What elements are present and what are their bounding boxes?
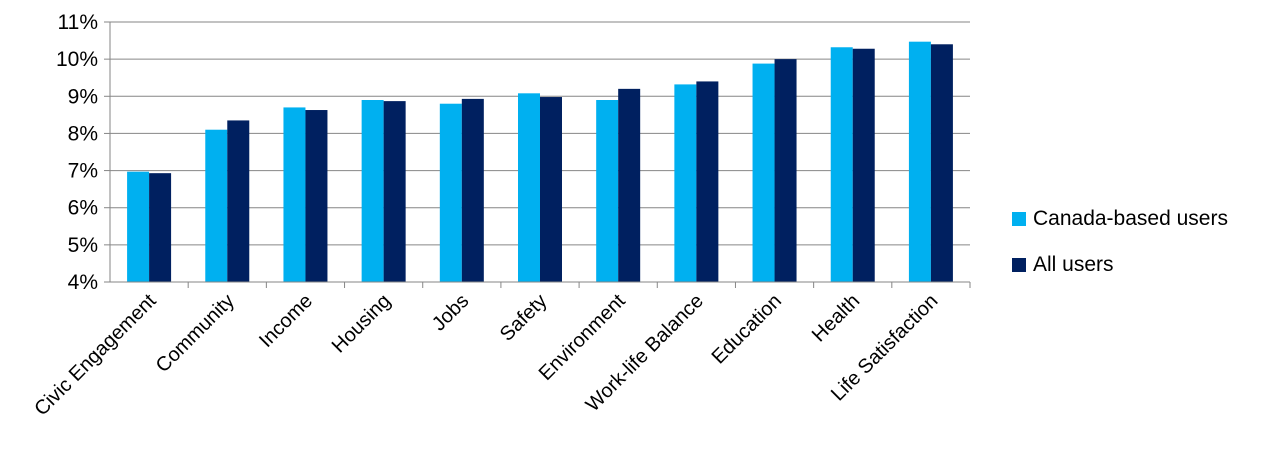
- legend-label-all: All users: [1033, 253, 1114, 276]
- bar-all: [540, 97, 562, 283]
- bar-all: [930, 44, 953, 283]
- bar-canada: [205, 129, 228, 282]
- y-tick-label: 7%: [68, 160, 98, 183]
- bar-all: [696, 81, 719, 282]
- bar-canada: [361, 100, 384, 282]
- bar-all: [305, 110, 328, 283]
- legend-item-all: All users: [1012, 242, 1228, 288]
- legend-item-canada: Canada-based users: [1012, 196, 1228, 242]
- y-tick-label: 11%: [58, 11, 98, 34]
- bar-all: [618, 88, 641, 282]
- y-axis-ticks: 4% 5% 6% 7% 8% 9% 10% 11%: [56, 11, 98, 294]
- bar-all: [774, 59, 797, 283]
- bar-canada: [596, 100, 619, 282]
- x-tick-label: Education: [708, 290, 786, 368]
- legend-label-canada: Canada-based users: [1033, 207, 1228, 230]
- bar-canada: [127, 171, 150, 282]
- y-tick-label: 6%: [68, 197, 98, 220]
- x-tick-label: Housing: [328, 290, 395, 357]
- y-tick-label: 10%: [56, 48, 98, 71]
- bar-all: [149, 173, 172, 282]
- bar-all: [461, 98, 484, 282]
- y-tick-label: 9%: [68, 85, 98, 108]
- bars: [127, 41, 953, 283]
- x-tick-label: Safety: [496, 290, 552, 346]
- legend-swatch-canada: [1012, 212, 1026, 226]
- bar-all: [852, 48, 875, 282]
- y-tick-label: 4%: [68, 271, 98, 294]
- legend: Canada-based users All users: [1012, 196, 1228, 288]
- bar-canada: [439, 103, 462, 282]
- bar-all: [227, 120, 250, 282]
- x-tick-label: Income: [255, 290, 317, 352]
- y-tick-label: 8%: [68, 122, 98, 145]
- legend-swatch-all: [1012, 258, 1026, 272]
- x-tick-label: Health: [808, 290, 864, 346]
- x-axis: [109, 22, 971, 288]
- bar-canada: [518, 93, 540, 282]
- bar-canada: [908, 41, 931, 282]
- x-tick-label: Civic Engagement: [30, 290, 161, 421]
- bar-canada: [752, 63, 775, 282]
- bar-canada: [830, 47, 853, 282]
- x-tick-label: Community: [152, 290, 239, 377]
- bar-canada: [674, 84, 697, 283]
- y-tick-label: 5%: [68, 234, 98, 257]
- x-tick-label: Jobs: [428, 290, 473, 335]
- bar-canada: [283, 107, 306, 282]
- bar-all: [383, 101, 406, 282]
